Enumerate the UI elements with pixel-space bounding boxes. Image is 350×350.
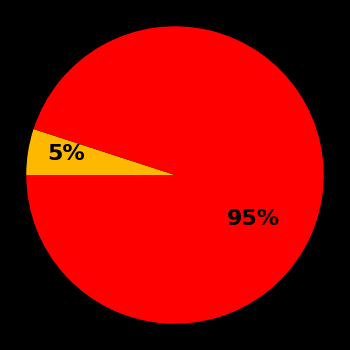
Wedge shape: [26, 129, 175, 175]
Text: 95%: 95%: [227, 209, 280, 229]
Wedge shape: [26, 26, 324, 324]
Text: 5%: 5%: [48, 144, 85, 164]
